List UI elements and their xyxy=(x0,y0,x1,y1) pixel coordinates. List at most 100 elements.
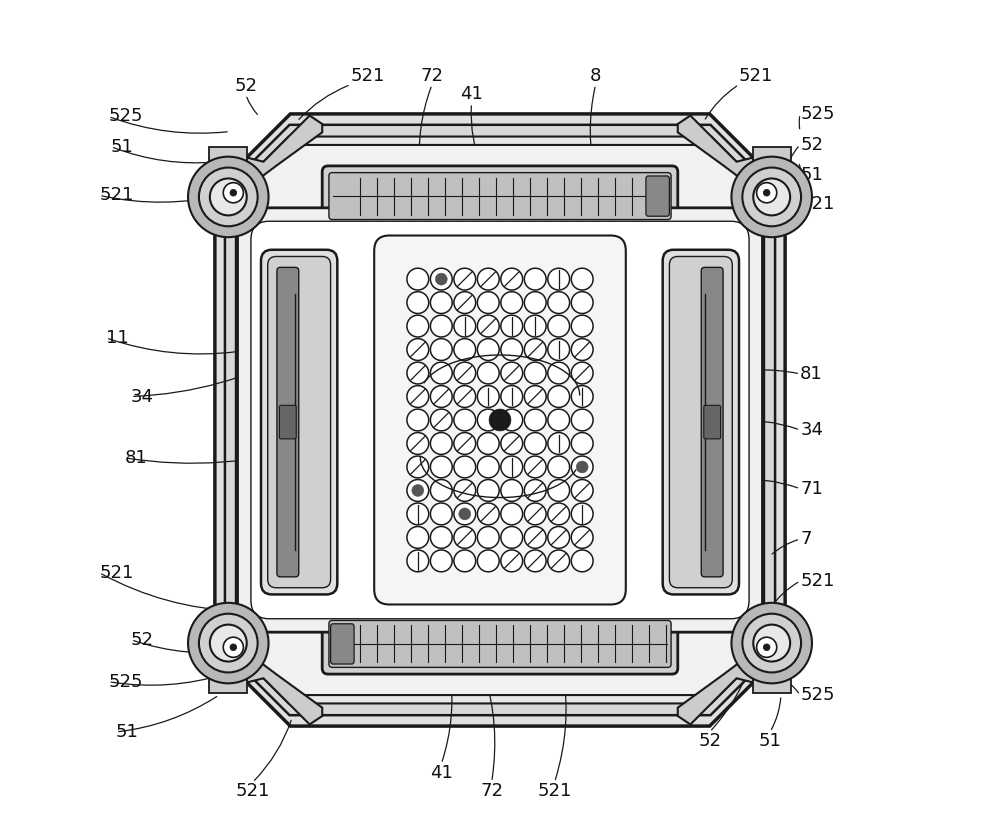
Circle shape xyxy=(477,362,499,384)
Circle shape xyxy=(407,315,429,337)
Polygon shape xyxy=(753,147,791,176)
Circle shape xyxy=(763,644,770,651)
Circle shape xyxy=(548,527,570,549)
Text: 51: 51 xyxy=(800,166,823,184)
Circle shape xyxy=(524,503,546,525)
Circle shape xyxy=(230,644,237,651)
Circle shape xyxy=(407,550,429,572)
Circle shape xyxy=(188,603,269,683)
Text: 52: 52 xyxy=(131,631,154,648)
Circle shape xyxy=(407,362,429,384)
Circle shape xyxy=(501,291,523,313)
Text: 521: 521 xyxy=(537,782,572,801)
Circle shape xyxy=(524,315,546,337)
Circle shape xyxy=(571,291,593,313)
FancyBboxPatch shape xyxy=(701,267,723,577)
Polygon shape xyxy=(244,145,756,695)
Circle shape xyxy=(548,362,570,384)
Circle shape xyxy=(477,315,499,337)
Text: 72: 72 xyxy=(480,782,503,801)
FancyBboxPatch shape xyxy=(329,172,671,219)
Circle shape xyxy=(524,527,546,549)
Circle shape xyxy=(571,433,593,454)
Circle shape xyxy=(548,291,570,313)
Circle shape xyxy=(501,480,523,501)
Circle shape xyxy=(477,433,499,454)
Circle shape xyxy=(430,386,452,407)
Text: 71: 71 xyxy=(800,480,823,498)
Circle shape xyxy=(430,291,452,313)
FancyBboxPatch shape xyxy=(704,406,721,438)
Circle shape xyxy=(477,386,499,407)
FancyBboxPatch shape xyxy=(238,207,762,633)
Circle shape xyxy=(571,480,593,501)
Circle shape xyxy=(477,291,499,313)
Circle shape xyxy=(742,614,801,673)
Circle shape xyxy=(477,550,499,572)
Circle shape xyxy=(210,178,247,215)
Circle shape xyxy=(210,625,247,662)
Circle shape xyxy=(430,268,452,290)
Text: 81: 81 xyxy=(800,365,823,383)
Circle shape xyxy=(477,503,499,525)
Text: 8: 8 xyxy=(590,66,601,85)
Circle shape xyxy=(501,386,523,407)
Polygon shape xyxy=(209,664,247,693)
Circle shape xyxy=(501,503,523,525)
FancyBboxPatch shape xyxy=(279,406,296,438)
Text: 7: 7 xyxy=(800,530,812,548)
FancyBboxPatch shape xyxy=(663,249,739,595)
Circle shape xyxy=(230,189,237,196)
Polygon shape xyxy=(753,664,791,693)
Circle shape xyxy=(199,167,258,226)
Text: 52: 52 xyxy=(234,76,257,95)
Circle shape xyxy=(407,291,429,313)
Circle shape xyxy=(524,362,546,384)
Polygon shape xyxy=(236,137,764,703)
Text: 521: 521 xyxy=(800,195,835,213)
Circle shape xyxy=(430,315,452,337)
Circle shape xyxy=(454,480,476,501)
Circle shape xyxy=(571,409,593,431)
Circle shape xyxy=(223,182,243,202)
Circle shape xyxy=(454,409,476,431)
Circle shape xyxy=(459,508,471,520)
Circle shape xyxy=(571,456,593,478)
Circle shape xyxy=(407,527,429,549)
Text: 41: 41 xyxy=(430,764,453,782)
Circle shape xyxy=(763,189,770,196)
FancyBboxPatch shape xyxy=(322,614,678,674)
Circle shape xyxy=(454,386,476,407)
Circle shape xyxy=(501,550,523,572)
Polygon shape xyxy=(225,125,775,715)
Text: 52: 52 xyxy=(698,732,721,750)
Circle shape xyxy=(199,614,258,673)
Circle shape xyxy=(753,178,790,215)
Text: 521: 521 xyxy=(800,572,835,590)
Text: 525: 525 xyxy=(800,686,835,704)
Circle shape xyxy=(501,409,523,431)
Circle shape xyxy=(501,362,523,384)
Circle shape xyxy=(454,315,476,337)
Circle shape xyxy=(188,157,269,237)
FancyBboxPatch shape xyxy=(331,624,354,664)
Text: 521: 521 xyxy=(739,66,773,85)
Circle shape xyxy=(524,480,546,501)
Circle shape xyxy=(757,638,777,658)
Circle shape xyxy=(407,268,429,290)
Circle shape xyxy=(430,433,452,454)
Circle shape xyxy=(742,167,801,226)
Circle shape xyxy=(430,456,452,478)
Circle shape xyxy=(407,433,429,454)
Circle shape xyxy=(407,456,429,478)
Text: 41: 41 xyxy=(460,85,483,103)
Text: 51: 51 xyxy=(759,732,781,750)
Circle shape xyxy=(524,456,546,478)
Circle shape xyxy=(477,456,499,478)
Circle shape xyxy=(571,362,593,384)
Circle shape xyxy=(477,409,499,431)
FancyBboxPatch shape xyxy=(251,221,749,619)
FancyBboxPatch shape xyxy=(329,621,671,668)
Circle shape xyxy=(501,315,523,337)
FancyBboxPatch shape xyxy=(646,176,669,216)
